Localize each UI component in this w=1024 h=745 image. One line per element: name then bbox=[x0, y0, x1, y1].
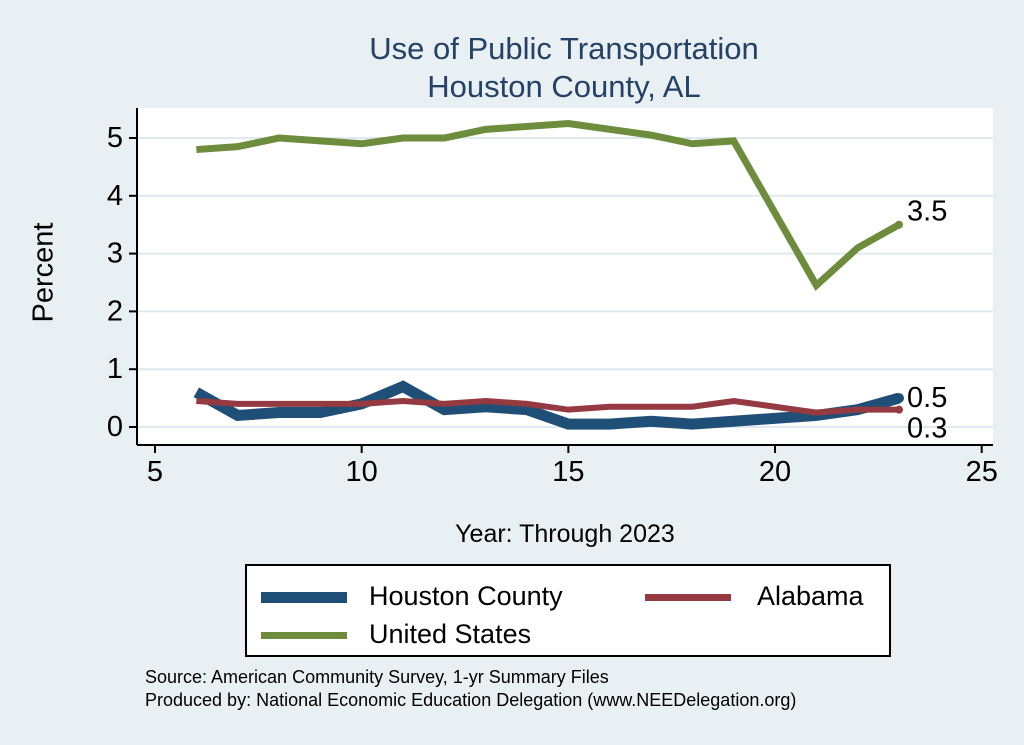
y-tick-label: 1 bbox=[107, 353, 123, 385]
y-tick-label: 0 bbox=[107, 411, 123, 443]
series-line-houston-county bbox=[193, 380, 901, 430]
series-endpoint-united-states bbox=[895, 220, 904, 229]
x-tick-label: 10 bbox=[346, 456, 378, 488]
series-line-alabama bbox=[196, 397, 900, 416]
caption-produced-by: Produced by: National Economic Education… bbox=[145, 690, 797, 710]
end-value-label-houston-county: 0.5 bbox=[907, 382, 947, 414]
legend: Houston County Alabama United States bbox=[245, 564, 891, 657]
legend-label-alabama: Alabama bbox=[757, 581, 864, 611]
series-endpoint-houston-county bbox=[894, 393, 905, 404]
plot-background bbox=[137, 108, 993, 445]
united-states-line-swatch bbox=[261, 632, 347, 639]
houston-county-line-swatch bbox=[261, 592, 347, 603]
chart-title-line1: Use of Public Transportation bbox=[369, 31, 759, 66]
series-endpoint-alabama bbox=[895, 405, 904, 414]
x-axis-title: Year: Through 2023 bbox=[455, 520, 675, 548]
legend-label-united-states: United States bbox=[369, 619, 532, 649]
x-tick-label: 25 bbox=[966, 456, 998, 488]
y-tick-label: 2 bbox=[107, 295, 123, 327]
chart-title-line2: Houston County, AL bbox=[427, 69, 701, 104]
end-value-label-united-states: 3.5 bbox=[907, 196, 947, 228]
x-tick-label: 15 bbox=[552, 456, 584, 488]
y-tick-label: 4 bbox=[107, 180, 123, 212]
chart-title: Use of Public Transportation Houston Cou… bbox=[110, 30, 1018, 106]
legend-label-houston-county: Houston County bbox=[369, 581, 563, 611]
caption-source: Source: American Community Survey, 1-yr … bbox=[145, 667, 609, 687]
end-value-label-alabama: 0.3 bbox=[907, 413, 947, 445]
y-axis-title: Percent bbox=[27, 222, 60, 323]
x-tick-label: 20 bbox=[759, 456, 791, 488]
caption: Source: American Community Survey, 1-yr … bbox=[145, 666, 796, 712]
x-tick-label: 5 bbox=[147, 456, 163, 488]
y-tick-label: 3 bbox=[107, 238, 123, 270]
series-line-united-states bbox=[196, 120, 901, 291]
alabama-line-swatch bbox=[645, 594, 731, 601]
y-tick-label: 5 bbox=[107, 122, 123, 154]
